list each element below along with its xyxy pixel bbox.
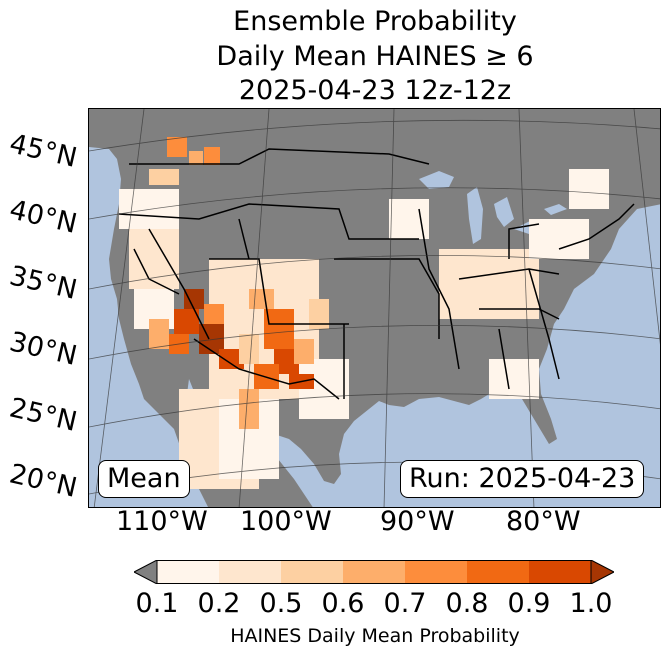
lat-label-45n: 45°N	[6, 128, 80, 174]
colorbar-under-triangle	[134, 560, 158, 584]
lon-label-80w: 80°W	[506, 506, 581, 537]
lon-label-90w: 90°W	[380, 506, 455, 537]
probability-map	[88, 108, 661, 508]
lat-label-25n: 25°N	[6, 392, 80, 438]
colorbar-tick-4: 0.7	[383, 588, 427, 619]
lon-label-100w: 100°W	[240, 506, 332, 537]
colorbar-segment	[281, 560, 343, 584]
title-line-1: Ensemble Probability	[233, 6, 517, 37]
colorbar-segment	[529, 560, 591, 584]
colorbar-segment	[343, 560, 405, 584]
borders	[118, 148, 635, 400]
run-date-box: Run: 2025-04-23	[400, 460, 645, 498]
colorbar-tick-1: 0.2	[197, 588, 241, 619]
colorbar	[134, 560, 614, 584]
colorbar-segment	[219, 560, 281, 584]
colorbar-cells	[134, 560, 614, 584]
lon-label-110w: 110°W	[116, 506, 208, 537]
colorbar-segment	[405, 560, 467, 584]
colorbar-tick-6: 0.9	[507, 588, 551, 619]
colorbar-over-triangle	[590, 560, 614, 584]
probability-cells	[119, 137, 609, 489]
lat-label-40n: 40°N	[6, 194, 80, 240]
colorbar-label: HAINES Daily Mean Probability	[230, 625, 520, 647]
colorbar-tick-3: 0.6	[321, 588, 365, 619]
colorbar-tick-2: 0.5	[259, 588, 303, 619]
map-canvas	[89, 109, 660, 507]
colorbar-segment	[157, 560, 219, 584]
mean-label-box: Mean	[98, 460, 190, 498]
colorbar-frame	[156, 560, 592, 584]
title-line-3: 2025-04-23 12z-12z	[238, 75, 512, 106]
colorbar-segment	[467, 560, 529, 584]
colorbar-tick-5: 0.8	[445, 588, 489, 619]
colorbar-tick-0: 0.1	[135, 588, 179, 619]
lat-label-30n: 30°N	[6, 326, 80, 372]
colorbar-tick-7: 1.0	[569, 588, 613, 619]
title-line-2: Daily Mean HAINES ≥ 6	[216, 41, 534, 72]
lat-label-20n: 20°N	[6, 458, 80, 504]
lat-label-35n: 35°N	[6, 260, 80, 306]
